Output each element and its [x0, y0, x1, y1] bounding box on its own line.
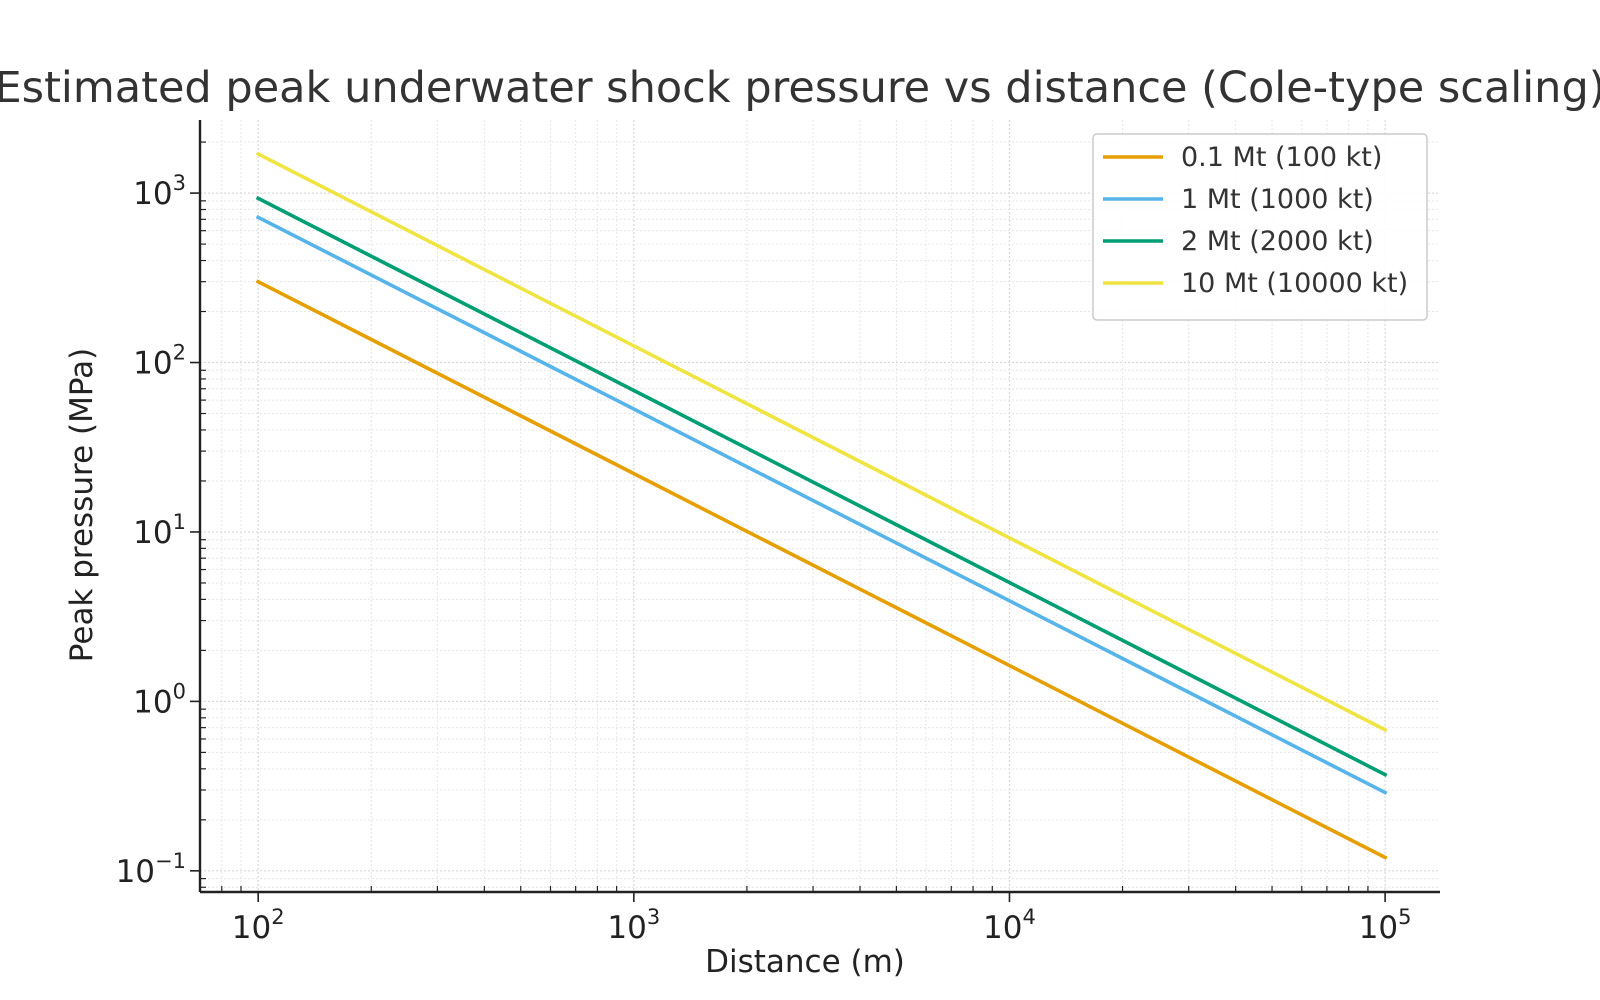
y-tick-label: 100 [133, 679, 186, 720]
y-tick-label: 103 [133, 171, 186, 212]
x-tick-label: 103 [607, 905, 660, 946]
y-tick-label: 102 [133, 341, 186, 382]
x-tick-label: 102 [232, 905, 285, 946]
legend-label-0: 0.1 Mt (100 kt) [1181, 142, 1382, 173]
y-tick-label: 10−1 [116, 849, 186, 890]
x-tick-label: 105 [1359, 905, 1412, 946]
x-tick-label: 104 [983, 905, 1036, 946]
y-axis-label: Peak pressure (MPa) [64, 348, 100, 662]
legend-label-2: 2 Mt (2000 kt) [1181, 226, 1374, 257]
grid [199, 120, 1440, 892]
legend: 0.1 Mt (100 kt) 1 Mt (1000 kt) 2 Mt (2000 … [1092, 133, 1428, 321]
series-line-2 [255, 195, 1388, 778]
series-line-3 [255, 151, 1388, 733]
axes: 102 103 104 105 10−1 100 101 102 103 [116, 120, 1440, 946]
legend-box [1092, 133, 1428, 321]
x-axis-label: Distance (m) [705, 944, 905, 980]
legend-label-3: 10 Mt (10000 kt) [1181, 268, 1408, 299]
series-line-1 [255, 214, 1388, 795]
y-tick-label: 101 [133, 510, 186, 551]
series-line-0 [255, 279, 1388, 860]
chart-title: Estimated peak underwater shock pressure… [0, 63, 1600, 113]
series-lines [255, 151, 1388, 860]
legend-label-1: 1 Mt (1000 kt) [1181, 184, 1374, 215]
